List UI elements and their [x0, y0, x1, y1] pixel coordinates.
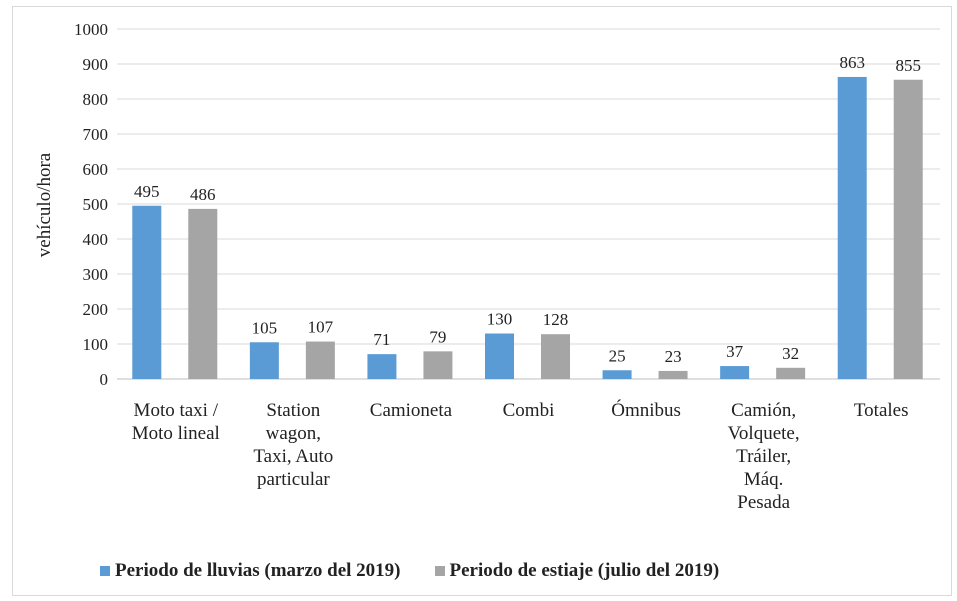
data-label: 79	[429, 327, 446, 346]
data-label: 32	[782, 344, 799, 363]
y-tick-label: 0	[100, 370, 109, 389]
data-label: 105	[252, 318, 278, 337]
data-label: 37	[726, 342, 744, 361]
y-tick-label: 100	[83, 335, 109, 354]
data-label: 855	[895, 56, 921, 75]
legend-item: Periodo de estiaje (julio del 2019)	[434, 560, 720, 582]
bar	[776, 367, 806, 379]
y-tick-label: 300	[83, 265, 109, 284]
data-label: 863	[839, 53, 865, 72]
bar	[485, 333, 514, 379]
data-label: 23	[665, 347, 682, 366]
x-tick-label: Camión, Volquete, Tráiler, Máq. Pesada	[727, 400, 800, 513]
bar	[188, 208, 218, 379]
x-tick-label: Combi	[502, 400, 555, 421]
bar	[423, 351, 453, 379]
y-tick-label: 1000	[74, 20, 108, 39]
x-tick-label: Camioneta	[369, 400, 453, 421]
legend-swatch	[100, 566, 110, 576]
bar	[541, 334, 570, 379]
data-label: 495	[134, 182, 160, 201]
x-tick-label: Moto taxi / Moto lineal	[131, 400, 220, 444]
bar	[837, 76, 867, 379]
bar	[602, 370, 632, 379]
bar	[893, 79, 923, 379]
bar	[367, 354, 397, 379]
data-label: 128	[543, 310, 569, 329]
legend-label: Periodo de lluvias (marzo del 2019)	[115, 560, 401, 581]
y-tick-label: 700	[83, 125, 109, 144]
y-tick-label: 900	[83, 55, 109, 74]
x-tick-label: Totales	[853, 400, 909, 421]
legend-item: Periodo de lluvias (marzo del 2019)	[100, 560, 401, 582]
y-tick-label: 600	[83, 160, 109, 179]
data-label: 486	[190, 185, 216, 204]
data-label: 71	[373, 330, 390, 349]
y-axis-label: vehículo/hora	[34, 152, 55, 257]
y-tick-label: 800	[83, 90, 109, 109]
chart-frame	[12, 6, 952, 596]
data-label: 25	[609, 346, 626, 365]
bar	[658, 370, 688, 379]
bar	[720, 366, 750, 379]
y-tick-label: 200	[83, 300, 109, 319]
data-label: 130	[487, 310, 513, 329]
legend-swatch	[434, 566, 445, 576]
y-tick-label: 400	[83, 230, 109, 249]
bar	[249, 342, 279, 379]
x-tick-label: Station wagon, Taxi, Auto particular	[253, 400, 334, 490]
bar	[305, 341, 335, 379]
bar	[132, 205, 162, 379]
legend: Periodo de lluvias (marzo del 2019) Perio…	[100, 560, 920, 582]
x-tick-label: Ómnibus	[611, 400, 681, 421]
y-tick-label: 500	[83, 195, 109, 214]
data-label: 107	[308, 318, 334, 337]
legend-label: Periodo de estiaje (julio del 2019)	[449, 560, 720, 581]
